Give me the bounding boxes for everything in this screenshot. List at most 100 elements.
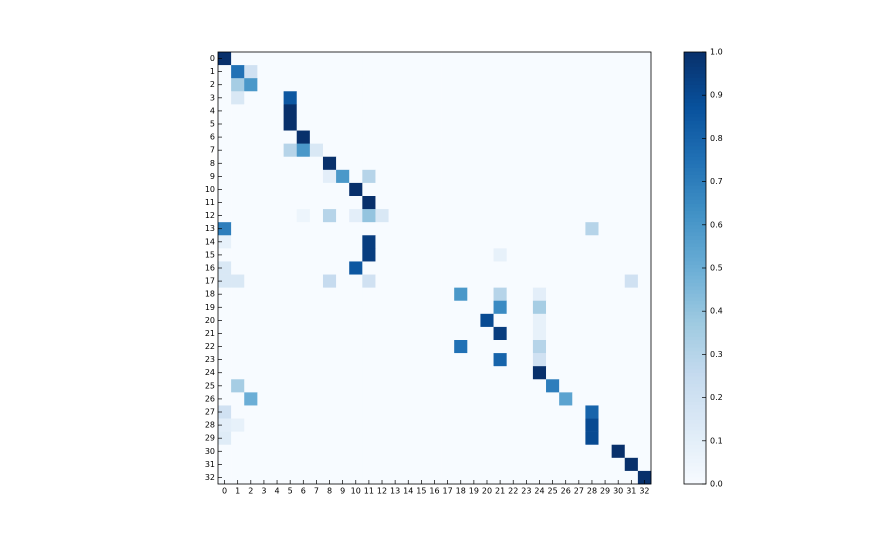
heatmap-cell [362,248,376,262]
heatmap-cell [218,196,232,210]
heatmap-cell [322,431,337,446]
heatmap-cell [506,156,521,171]
heatmap-cell [611,392,626,406]
heatmap-cell [244,91,258,105]
heatmap-cell [480,313,494,328]
heatmap-cell [559,209,573,223]
heatmap-cell [414,405,429,419]
heatmap-cell [572,143,586,158]
heatmap-cell [296,78,311,92]
heatmap-cell [414,392,429,406]
heatmap-cell [375,248,389,262]
heatmap-cell [296,379,311,393]
heatmap-cell [546,405,560,419]
heatmap-cell [427,431,442,446]
x-tick-label: 24 [534,487,544,496]
heatmap-cell [322,444,337,459]
heatmap-cell [441,182,455,197]
heatmap-cell [467,353,481,367]
heatmap-cell [362,209,376,223]
heatmap-cell [296,117,311,131]
heatmap-cell [349,392,363,406]
colorbar-band [684,91,706,96]
heatmap-cell [427,470,442,485]
heatmap-cell [559,182,573,197]
heatmap-cell [375,222,389,236]
y-tick-label: 23 [205,355,215,364]
colorbar-band [684,412,706,417]
heatmap-cell [480,130,494,144]
heatmap-cell [401,65,416,79]
heatmap-cell [427,261,442,275]
heatmap-cell [546,117,560,131]
heatmap-cell [388,130,402,144]
heatmap-cell [349,209,363,223]
heatmap-cell [598,418,612,432]
heatmap-cell [231,405,245,419]
heatmap-cell [349,91,363,105]
heatmap-cell [480,143,494,158]
heatmap-cell [532,261,547,275]
heatmap-cell [322,156,337,171]
heatmap-cell [559,405,573,419]
heatmap-cell [585,261,599,275]
heatmap-cell [218,104,232,118]
heatmap-cell [441,156,455,171]
heatmap-cell [427,405,442,419]
heatmap-cell [506,117,521,131]
heatmap-cell [244,287,258,302]
heatmap-cell [637,222,652,236]
heatmap-cell [218,313,232,328]
heatmap-cell [231,340,245,354]
heatmap-cell [559,65,573,79]
heatmap-cell [467,418,481,432]
heatmap-cell [467,313,481,328]
colorbar-band [684,268,706,273]
heatmap-cell [611,248,626,262]
heatmap-cell [296,248,311,262]
y-tick-label: 26 [205,394,215,403]
heatmap-cell [244,156,258,171]
heatmap-cell [296,287,311,302]
heatmap-cell [572,431,586,446]
heatmap-cell [480,52,494,66]
heatmap-cell [493,104,507,118]
heatmap-cell [624,300,639,315]
heatmap-cell [572,366,586,380]
heatmap-cell [441,366,455,380]
heatmap-cell [519,182,534,197]
heatmap-cell [546,169,560,184]
heatmap-cell [414,274,429,288]
heatmap-cell [375,379,389,393]
heatmap-cell [441,78,455,92]
heatmap-cell [519,91,534,105]
heatmap-cell [322,274,337,288]
heatmap-cell [546,274,560,288]
heatmap-cell [454,222,468,236]
heatmap-cell [322,248,337,262]
heatmap-cell [218,182,232,197]
colorbar-band [684,250,706,255]
heatmap-cell [218,457,232,472]
heatmap-cell [362,169,376,184]
heatmap-cell [506,431,521,446]
colorbar-band [684,282,706,287]
heatmap-cell [572,222,586,236]
heatmap-cell [257,340,271,354]
heatmap-cell [572,313,586,328]
heatmap-cell [231,209,245,223]
heatmap-cell [637,91,652,105]
heatmap-cell [309,287,324,302]
heatmap-cell [336,366,350,380]
heatmap-cell [231,274,245,288]
heatmap-cell [349,300,363,315]
heatmap-cell [388,248,402,262]
heatmap-cell [546,353,560,367]
colorbar-band [684,156,706,161]
heatmap-cell [480,196,494,210]
heatmap-cell [493,235,507,249]
heatmap-cell [572,104,586,118]
heatmap-cell [414,379,429,393]
heatmap-cell [283,130,298,144]
